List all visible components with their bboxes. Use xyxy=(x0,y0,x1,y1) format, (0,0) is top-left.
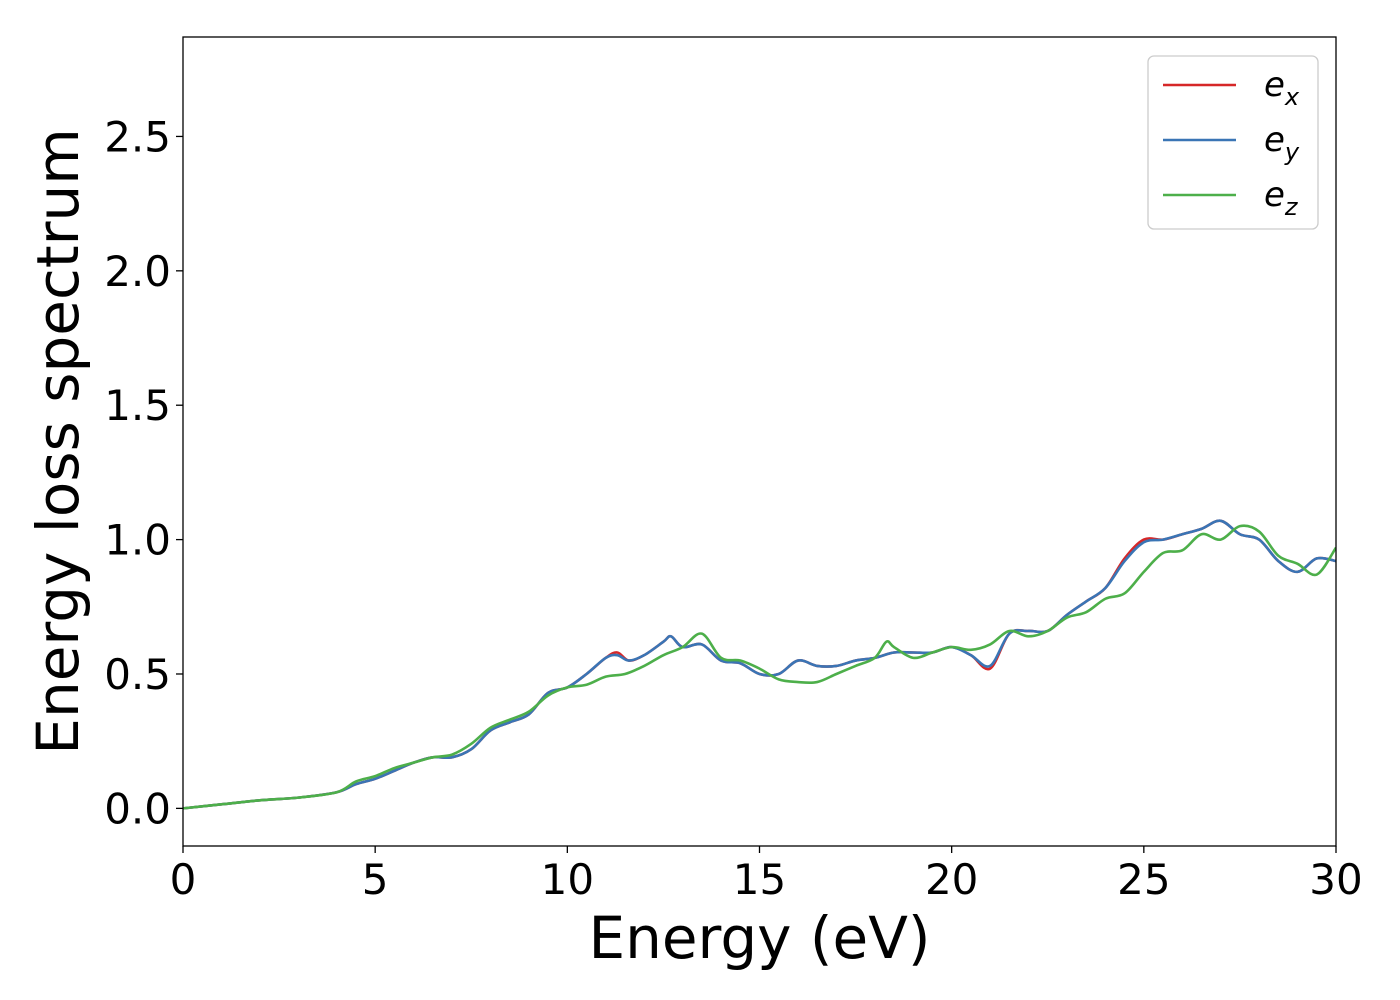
legend: ex ey ez xyxy=(1147,55,1319,230)
x-tick-label: 20 xyxy=(925,855,978,904)
series-line-ex xyxy=(183,519,1336,810)
x-tick-label: 25 xyxy=(1117,855,1170,904)
x-tick-label: 15 xyxy=(733,855,786,904)
series-layer xyxy=(183,519,1336,810)
y-tick-label: 0.5 xyxy=(104,650,171,699)
x-tick-label: 10 xyxy=(541,855,594,904)
x-tick-label: 0 xyxy=(170,855,197,904)
series-line-ey xyxy=(183,519,1336,810)
x-axis-label: Energy (eV) xyxy=(588,904,930,972)
legend-label-ez: ez xyxy=(1264,175,1299,221)
y-tick-label: 2.5 xyxy=(104,112,171,161)
y-tick-label: 0.0 xyxy=(104,784,171,833)
y-axis-label: Energy loss spectrum xyxy=(24,128,92,754)
y-tick-label: 1.5 xyxy=(104,381,171,430)
y-tick-label: 1.0 xyxy=(104,516,171,565)
legend-label-ex: ex xyxy=(1264,65,1300,111)
legend-box xyxy=(1147,55,1319,230)
y-axis-ticks: 0.0 0.5 1.0 1.5 2.0 2.5 xyxy=(104,112,183,833)
x-tick-label: 30 xyxy=(1309,855,1362,904)
x-tick-label: 5 xyxy=(362,855,389,904)
series-line-ez xyxy=(183,524,1336,810)
legend-label-ey: ey xyxy=(1264,120,1300,166)
y-tick-label: 2.0 xyxy=(104,247,171,296)
x-axis-ticks: 0 5 10 15 20 25 30 xyxy=(170,846,1363,904)
